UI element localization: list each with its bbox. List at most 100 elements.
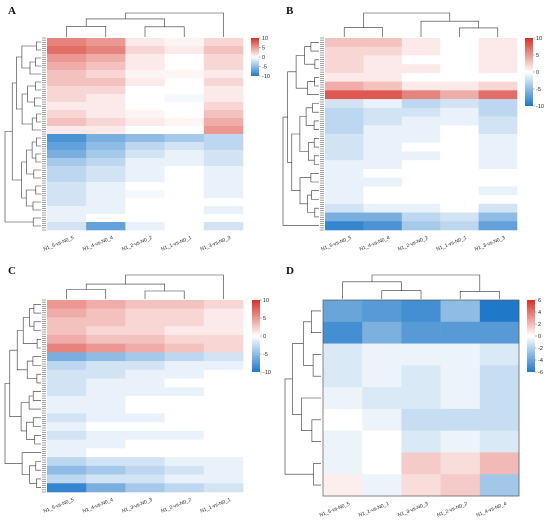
heatmap-cell [86,70,126,79]
heatmap-cell [363,116,403,126]
heatmap-cell [401,177,441,187]
heatmap-cells [47,38,244,231]
heatmap-cell [478,142,518,152]
heatmap-cell [363,195,403,205]
heatmap-cell [164,102,205,111]
row-dendrogram-link [282,116,319,226]
heatmap-cell [325,38,364,48]
heatmap-cell [86,343,126,353]
heatmap-cell [47,465,87,475]
heatmap-cell [478,151,518,161]
column-label: N1_4-vs-N0_4 [82,235,114,253]
column-label: N1_3-vs-N0_3 [121,497,153,515]
heatmap-cell [125,352,165,362]
heatmap-cell [362,474,402,497]
heatmap-cell [478,116,518,126]
heatmap-cell [125,369,165,379]
heatmap-cell [203,54,244,63]
column-dendrogram-link [371,274,481,292]
heatmap-cell [47,166,87,175]
heatmap-cell [203,190,244,199]
row-dendrogram-link [29,465,37,484]
heatmap-cell [86,158,126,167]
row-dendrogram-link [312,354,321,377]
heatmap-cell [86,142,126,151]
heatmap-cell [203,378,244,388]
heatmap-cell [478,203,518,213]
column-label: N1_5-vs-N0_5 [43,497,75,515]
column-dendrogram-link [420,20,479,37]
row-dendrogram-link [33,321,41,331]
row-dendrogram-link [35,81,41,91]
heatmap-cell [47,174,87,183]
heatmap-cell [164,396,205,406]
heatmap-cell [86,422,126,432]
heatmap-cell [478,221,518,231]
heatmap-cell [203,457,244,467]
heatmap-cell [401,46,441,56]
column-label: N1_4-vs-N0_4 [475,501,507,519]
row-dendrogram-link [32,217,41,227]
colorbar-tick-label: -5 [262,65,267,71]
heatmap-cell [47,422,87,432]
heatmap-cell [363,212,403,222]
heatmap-cell [440,408,481,431]
heatmap-cell [86,38,126,47]
heatmap-cell [125,134,165,143]
heatmap-cell [440,177,479,187]
heatmap-cell [164,174,205,183]
heatmap-cell [478,212,518,222]
column-dendrogram-link [363,12,451,28]
heatmap-cell [479,365,520,388]
heatmap-cell [47,404,87,414]
heatmap-cell [325,72,364,82]
heatmap-cell [86,369,126,379]
heatmap-cell [164,343,205,353]
row-dendrogram-link [313,463,321,486]
heatmap-cell [401,221,441,231]
heatmap-cell [203,483,244,493]
heatmap-cell [164,483,205,493]
heatmap-cell [478,90,518,100]
heatmap-cell [440,38,479,48]
row-dendrogram-link [308,142,315,161]
heatmap-cell [47,78,87,87]
column-dendrogram [66,12,224,37]
heatmap-cell [86,198,126,207]
heatmap-cell [47,38,87,47]
heatmap-cell [203,182,244,191]
heatmap-cell [86,86,126,95]
heatmap-cell [203,369,244,379]
row-dendrogram-link [307,194,315,213]
heatmap-cell [363,168,403,178]
heatmap-cell [363,203,403,213]
heatmap-cell [47,190,87,199]
heatmap-cell [362,300,402,323]
heatmap-cell [47,343,87,353]
heatmap-cell [203,142,244,151]
row-dendrogram-link [313,120,319,130]
heatmap-cell [164,70,205,79]
heatmap-cell [203,166,244,175]
heatmap-cell [478,55,518,65]
heatmap-cell [440,186,479,196]
heatmap-cell [86,206,126,215]
row-dendrogram-link [313,155,319,165]
column-dendrogram-link [459,27,499,37]
colorbar-tick-label: 0 [538,334,541,340]
heatmap-cell [125,214,165,223]
row-dendrogram-link [26,149,34,175]
heatmap-cell [401,116,441,126]
heatmap-cell [440,430,481,453]
heatmap-cell [401,430,441,453]
heatmap-cell [203,308,244,318]
heatmap-cell [440,55,479,65]
row-dendrogram-link [34,97,41,107]
heatmap-cell [164,54,205,63]
heatmap-cell [440,72,479,82]
heatmap-cell [86,439,126,449]
heatmap-cell [86,190,126,199]
heatmap-cell [325,107,364,117]
heatmap-cell [164,378,205,388]
colorbar: 6 4 2 0 -2 -4 -6 [527,298,543,376]
